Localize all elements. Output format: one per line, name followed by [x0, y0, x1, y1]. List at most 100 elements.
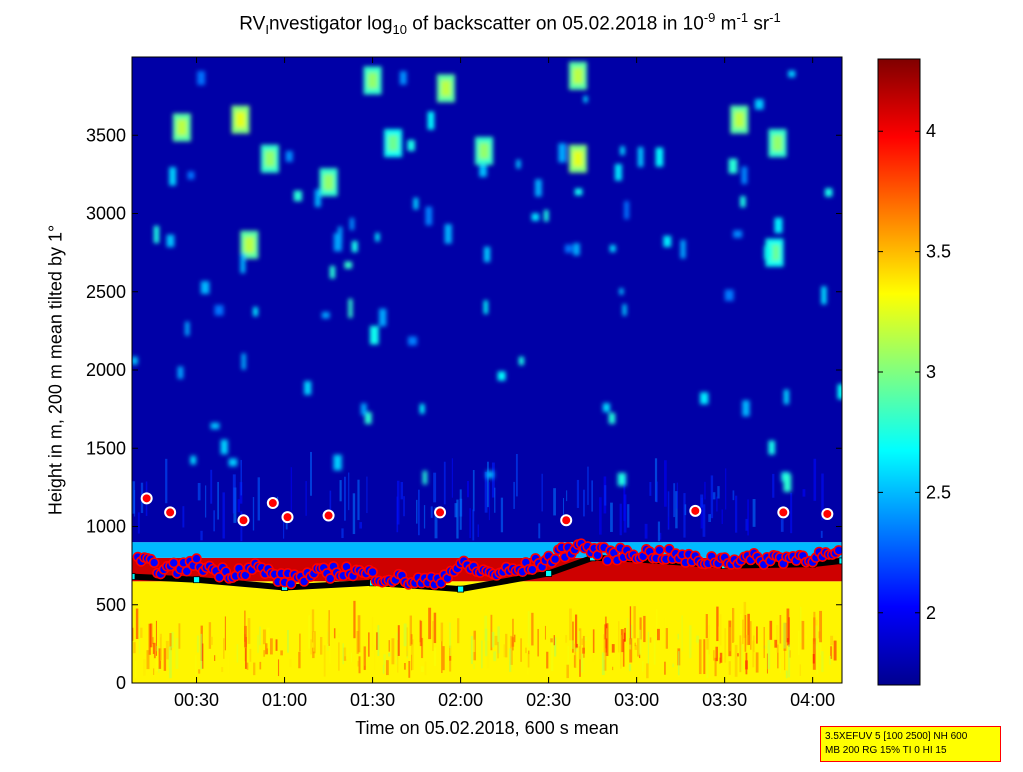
lower-layer-streak — [376, 652, 379, 662]
upper-layer-streak — [403, 496, 405, 517]
settings-info-box: 3.5XEFUV 5 [100 2500] NH 600 MB 200 RG 1… — [820, 726, 1001, 762]
lower-layer-streak — [783, 622, 786, 649]
lower-layer-streak — [262, 629, 266, 645]
lower-layer-streak — [785, 670, 788, 679]
lower-layer-streak — [703, 639, 706, 675]
lower-layer-streak — [606, 628, 608, 639]
lower-layer-streak — [428, 607, 432, 640]
lower-layer-streak — [308, 615, 311, 649]
lower-layer-streak — [368, 632, 370, 657]
lower-layer-streak — [582, 647, 585, 654]
lower-layer-streak — [196, 635, 199, 653]
lower-layer-streak — [420, 666, 424, 673]
lower-layer-streak — [638, 629, 642, 656]
lower-layer-streak — [647, 631, 649, 665]
upper-layer-streak — [700, 494, 704, 508]
lower-layer-streak — [424, 661, 427, 676]
upper-layer-streak — [282, 512, 285, 539]
lower-layer-streak — [299, 633, 301, 652]
x-tick-label: 02:00 — [438, 690, 483, 710]
lower-layer-streak — [338, 633, 340, 638]
lower-layer-streak — [148, 623, 151, 655]
upper-layer-streak — [702, 504, 706, 537]
y-tick-label: 1000 — [86, 517, 126, 537]
lower-layer-streak — [718, 626, 720, 659]
cloud-patch-core — [572, 150, 583, 167]
lower-layer-streak — [705, 614, 708, 639]
lower-layer-streak — [484, 615, 488, 641]
upper-layer-streak — [587, 466, 589, 505]
lower-layer-streak — [566, 664, 569, 679]
cloud-speck — [483, 246, 491, 263]
cloud-speck — [486, 470, 494, 479]
cloud-patch-core — [176, 119, 187, 136]
lower-layer-streak — [357, 615, 361, 653]
y-tick-label: 1500 — [86, 438, 126, 458]
upper-layer-streak — [456, 499, 459, 539]
y-tick-label: 2500 — [86, 282, 126, 302]
lower-layer-streak — [698, 639, 702, 675]
cloud-speck — [516, 159, 521, 169]
lower-layer-streak — [159, 637, 161, 661]
lower-layer-streak — [569, 608, 572, 641]
lower-layer-streak — [756, 626, 758, 644]
lower-layer-streak — [653, 636, 656, 665]
upper-layer-streak — [132, 481, 136, 514]
cloud-speck — [609, 244, 616, 253]
lower-layer-streak — [346, 645, 349, 660]
lower-layer-streak — [677, 633, 679, 640]
lower-layer-streak — [664, 617, 667, 651]
upper-layer-streak — [610, 502, 613, 532]
upper-layer-streak — [252, 496, 255, 531]
boundary-layer-outlier — [322, 509, 335, 522]
lower-layer-streak — [752, 635, 755, 653]
upper-layer-streak — [329, 490, 332, 519]
lower-layer-streak — [604, 616, 607, 649]
lower-layer-streak — [409, 615, 413, 646]
boundary-layer-outlier — [140, 492, 153, 505]
upper-layer-streak — [553, 488, 556, 516]
cloud-speck — [375, 232, 380, 242]
upper-layer-streak — [716, 496, 718, 512]
lower-layer-streak — [134, 660, 137, 679]
upper-layer-streak — [725, 468, 727, 510]
lower-layer-streak — [829, 655, 832, 665]
upper-layer-streak — [591, 480, 594, 512]
lower-layer-streak — [643, 615, 646, 643]
lower-layer-streak — [363, 646, 366, 670]
lower-layer-streak — [513, 634, 516, 643]
lower-layer-streak — [746, 634, 749, 646]
lower-layer-streak — [622, 639, 625, 667]
upper-layer-streak — [451, 458, 453, 498]
lower-layer-streak — [406, 627, 409, 657]
lower-layer-streak — [664, 661, 666, 675]
y-tick-label: 500 — [96, 595, 126, 615]
lower-layer-streak — [776, 625, 779, 653]
colorbar-tick-label: 2.5 — [926, 482, 951, 502]
lower-layer-streak — [729, 627, 731, 652]
upper-layer-streak — [339, 480, 342, 502]
cloud-speck — [169, 167, 177, 186]
cloud-patch-core — [734, 111, 745, 128]
lower-layer-streak — [403, 623, 407, 647]
lower-layer-streak — [259, 626, 261, 646]
lower-layer-streak — [612, 666, 614, 671]
upper-layer-streak — [488, 482, 490, 521]
cloud-speck — [153, 225, 160, 244]
x-tick-label: 00:30 — [174, 690, 219, 710]
cloud-speck — [187, 171, 195, 180]
lower-layer-streak — [819, 610, 823, 643]
upper-layer-streak — [649, 482, 652, 496]
upper-layer-streak — [341, 528, 344, 539]
cloud-speck — [783, 389, 790, 405]
upper-layer-streak — [667, 491, 670, 530]
lower-layer-streak — [798, 630, 800, 656]
lower-layer-streak — [357, 660, 360, 667]
lower-layer-streak — [719, 614, 722, 646]
lower-layer-streak — [786, 608, 790, 643]
upper-layer-streak — [710, 475, 714, 519]
lower-layer-streak — [333, 628, 336, 639]
lower-layer-streak — [550, 638, 553, 643]
lower-layer-streak — [275, 639, 278, 651]
boundary-layer-marker — [833, 545, 842, 556]
